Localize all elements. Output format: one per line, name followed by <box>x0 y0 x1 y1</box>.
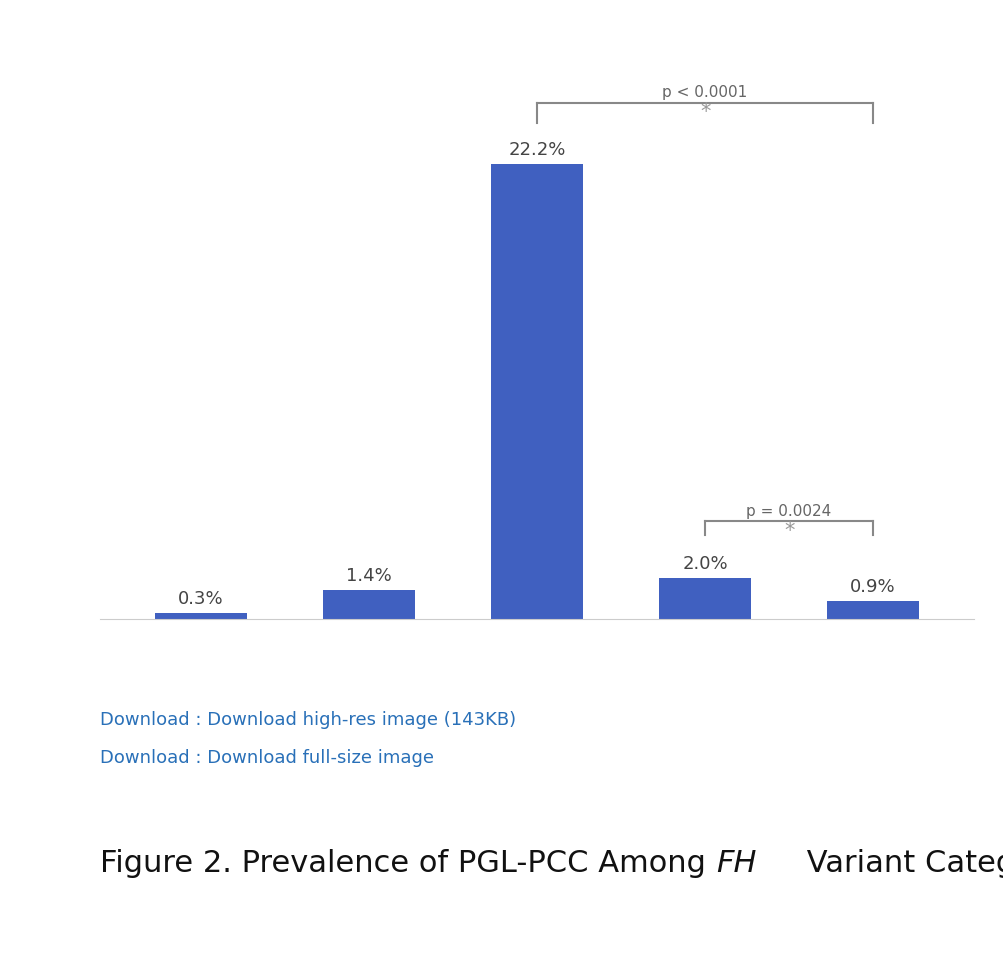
Bar <box>154 614 247 619</box>
Bar <box>826 601 919 619</box>
Bar <box>658 578 750 619</box>
Bar <box>323 591 415 619</box>
Text: FH: FH <box>715 848 755 877</box>
Text: p = 0.0024: p = 0.0024 <box>746 503 830 518</box>
Text: 0.3%: 0.3% <box>179 589 224 607</box>
Text: 2.0%: 2.0% <box>682 555 727 573</box>
Text: 0.9%: 0.9% <box>850 577 895 595</box>
Text: Download : Download high-res image (143KB): Download : Download high-res image (143K… <box>100 710 516 728</box>
Text: Figure 2. Prevalence of PGL-PCC Among: Figure 2. Prevalence of PGL-PCC Among <box>100 848 715 877</box>
Text: *: * <box>699 102 709 121</box>
Text: Download : Download full-size image: Download : Download full-size image <box>100 748 434 766</box>
Text: 1.4%: 1.4% <box>346 567 391 584</box>
Bar <box>490 165 583 619</box>
Text: p < 0.0001: p < 0.0001 <box>662 85 747 99</box>
Text: *: * <box>783 520 793 540</box>
Text: Variant Categories: Variant Categories <box>796 848 1003 877</box>
Text: 22.2%: 22.2% <box>508 141 566 159</box>
